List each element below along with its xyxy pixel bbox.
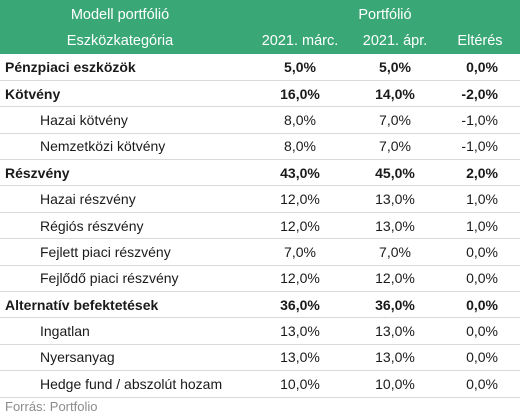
row-diff: 0,0% [466,243,498,260]
table-row: Kötvény 16,0% 14,0% -2,0% [0,80,520,107]
table-row: Hazai kötvény 8,0% 7,0% -1,0% [0,107,520,134]
row-march: 10,0% [280,375,320,392]
row-april: 45,0% [375,164,415,181]
row-march: 16,0% [280,85,320,102]
row-name: Alternatív befektetések [5,296,159,313]
model-portfolio-table: Modell portfólió Portfólió Eszközkategór… [0,0,520,398]
row-name: Nyersanyag [40,349,115,366]
row-name: Hazai kötvény [40,111,128,128]
row-april: 10,0% [375,375,415,392]
row-diff: 0,0% [466,375,498,392]
row-april: 13,0% [375,217,415,234]
row-april: 7,0% [379,243,411,260]
row-name: Részvény [5,164,70,181]
header-row-1: Modell portfólió Portfólió [0,0,520,27]
row-name: Régiós részvény [40,217,144,234]
table-row: Nyersanyag 13,0% 13,0% 0,0% [0,344,520,371]
header-group-portfolio: Portfólió [358,6,412,23]
row-april: 7,0% [379,138,411,155]
row-march: 8,0% [284,138,316,155]
table-row: Hedge fund / abszolút hozam 10,0% 10,0% … [0,371,520,398]
row-diff: -2,0% [461,85,498,102]
row-march: 13,0% [280,323,320,340]
header-row-2: Eszközkategória 2021. márc. 2021. ápr. E… [0,27,520,54]
row-name: Kötvény [5,85,61,102]
row-name: Pénzpiaci eszközök [5,58,136,75]
row-diff: 0,0% [466,58,498,75]
row-april: 7,0% [379,111,411,128]
table-body: Pénzpiaci eszközök 5,0% 5,0% 0,0% Kötvén… [0,54,520,398]
row-april: 5,0% [379,58,411,75]
header-asset-category: Eszközkategória [66,32,174,49]
row-march: 36,0% [280,296,320,313]
row-name: Nemzetközi kötvény [40,138,166,155]
row-march: 12,0% [280,191,320,208]
table-row: Nemzetközi kötvény 8,0% 7,0% -1,0% [0,133,520,160]
row-name: Fejlődő piaci részvény [40,270,179,287]
row-april: 14,0% [375,85,415,102]
row-march: 12,0% [280,270,320,287]
row-name: Ingatlan [40,323,90,340]
row-diff: 0,0% [466,323,498,340]
row-march: 5,0% [284,58,316,75]
table-row: Régiós részvény 12,0% 13,0% 1,0% [0,212,520,239]
row-march: 13,0% [280,349,320,366]
row-diff: 0,0% [466,349,498,366]
row-name: Hedge fund / abszolút hozam [40,375,223,392]
row-march: 12,0% [280,217,320,234]
header-title: Modell portfólió [70,6,170,23]
row-name: Fejlett piaci részvény [40,243,171,260]
row-march: 7,0% [284,243,316,260]
row-march: 43,0% [280,164,320,181]
row-april: 12,0% [375,270,415,287]
row-diff: -1,0% [461,111,498,128]
table-row: Fejlett piaci részvény 7,0% 7,0% 0,0% [0,239,520,266]
row-april: 13,0% [375,323,415,340]
table-row: Ingatlan 13,0% 13,0% 0,0% [0,318,520,345]
table-row: Részvény 43,0% 45,0% 2,0% [0,160,520,186]
row-april: 36,0% [375,296,415,313]
table-row: Hazai részvény 12,0% 13,0% 1,0% [0,186,520,213]
row-diff: 0,0% [466,270,498,287]
row-april: 13,0% [375,191,415,208]
header-col-march: 2021. márc. [261,32,339,49]
row-march: 8,0% [284,111,316,128]
table-row: Pénzpiaci eszközök 5,0% 5,0% 0,0% [0,54,520,81]
header-col-diff: Eltérés [457,32,503,49]
row-diff: 0,0% [466,296,498,313]
row-name: Hazai részvény [40,191,136,208]
table-row: Alternatív befektetések 36,0% 36,0% 0,0% [0,292,520,318]
table-row: Fejlődő piaci részvény 12,0% 12,0% 0,0% [0,265,520,292]
row-diff: -1,0% [461,138,498,155]
row-april: 13,0% [375,349,415,366]
row-diff: 2,0% [466,164,498,181]
row-diff: 1,0% [466,191,498,208]
header-col-april: 2021. ápr. [362,32,428,49]
source-note: Forrás: Portfolio [5,399,98,414]
row-diff: 1,0% [466,217,498,234]
table-header: Modell portfólió Portfólió Eszközkategór… [0,0,520,54]
